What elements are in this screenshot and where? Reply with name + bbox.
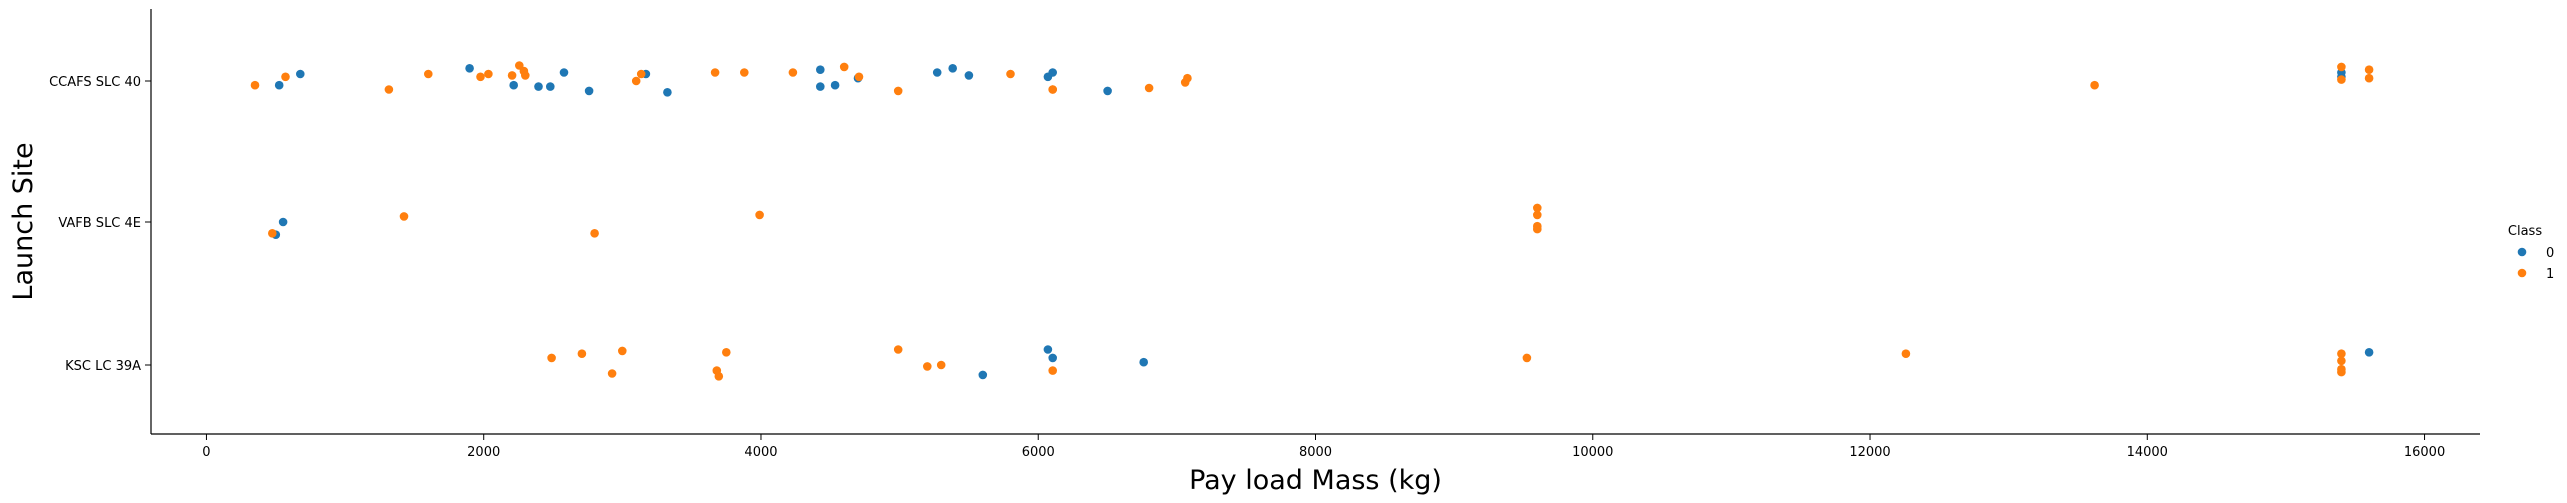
legend-title: Class bbox=[2508, 224, 2542, 239]
data-point-class-1 bbox=[893, 345, 903, 354]
data-point-class-0 bbox=[278, 217, 288, 227]
legend: Class 01 bbox=[2508, 224, 2554, 282]
data-point-class-0 bbox=[816, 82, 825, 91]
x-tick-label: 12000 bbox=[1849, 445, 1890, 460]
data-point-class-0 bbox=[816, 65, 825, 74]
data-point-class-1 bbox=[1901, 349, 1911, 359]
x-axis-ticks: 0 2000 4000 6000 8000 10000 12000 14000 16000 bbox=[202, 434, 2445, 460]
data-point-class-1 bbox=[507, 71, 517, 80]
data-point-class-1 bbox=[1533, 203, 1542, 213]
data-point-class-0 bbox=[584, 86, 594, 96]
data-point-class-0 bbox=[296, 69, 305, 79]
data-point-class-1 bbox=[2364, 65, 2374, 74]
data-point-class-1 bbox=[476, 72, 485, 82]
legend-entries: 01 bbox=[2517, 246, 2554, 282]
data-point-class-1 bbox=[2337, 62, 2346, 72]
data-point-class-1 bbox=[399, 212, 409, 221]
data-point-class-0 bbox=[663, 88, 672, 97]
data-point-class-0 bbox=[1139, 357, 1148, 367]
x-tick-label: 0 bbox=[202, 445, 210, 460]
data-point-class-1 bbox=[268, 229, 277, 238]
data-point-class-0 bbox=[534, 82, 543, 91]
y-axis-title: Launch Site bbox=[8, 142, 39, 300]
data-point-class-0 bbox=[1043, 345, 1053, 354]
data-point-class-1 bbox=[521, 71, 530, 80]
data-point-class-1 bbox=[1006, 69, 1015, 79]
data-point-class-1 bbox=[839, 62, 849, 72]
data-point-class-1 bbox=[577, 349, 587, 359]
data-point-class-1 bbox=[722, 348, 731, 357]
x-tick-label: 10000 bbox=[1572, 445, 1613, 460]
x-axis-title: Pay load Mass (kg) bbox=[1189, 465, 1442, 496]
data-point-class-1 bbox=[2090, 80, 2099, 90]
data-point-class-0 bbox=[830, 80, 840, 90]
data-point-class-1 bbox=[936, 360, 946, 370]
legend-marker bbox=[2517, 268, 2527, 278]
data-point-class-1 bbox=[740, 68, 749, 77]
data-point-class-0 bbox=[1048, 353, 1057, 363]
data-point-class-1 bbox=[2337, 349, 2346, 359]
y-tick-label: CCAFS SLC 40 bbox=[49, 75, 141, 90]
data-point-class-0 bbox=[1048, 68, 1057, 77]
axes bbox=[150, 9, 2480, 435]
data-point-class-1 bbox=[893, 86, 903, 96]
data-point-class-1 bbox=[1522, 353, 1532, 363]
y-tick-label: KSC LC 39A bbox=[65, 359, 141, 374]
data-point-class-1 bbox=[2337, 367, 2346, 377]
data-point-class-1 bbox=[636, 69, 646, 79]
plot-area bbox=[250, 61, 2374, 381]
data-point-class-1 bbox=[1144, 83, 1154, 93]
x-tick-label: 2000 bbox=[467, 445, 500, 460]
data-point-class-1 bbox=[607, 369, 617, 378]
data-point-class-1 bbox=[788, 68, 798, 77]
data-point-class-1 bbox=[1533, 210, 1542, 220]
data-point-class-0 bbox=[465, 64, 474, 73]
data-point-class-0 bbox=[948, 64, 957, 73]
data-point-class-1 bbox=[854, 72, 864, 82]
legend-label: 0 bbox=[2546, 246, 2554, 261]
data-point-class-1 bbox=[2337, 356, 2346, 366]
y-axis-ticks: CCAFS SLC 40 VAFB SLC 4E KSC LC 39A bbox=[49, 75, 151, 374]
legend-label: 1 bbox=[2546, 267, 2554, 282]
data-point-class-0 bbox=[274, 80, 284, 90]
data-point-class-1 bbox=[2337, 75, 2346, 84]
data-point-class-1 bbox=[755, 210, 764, 220]
x-tick-label: 14000 bbox=[2127, 445, 2168, 460]
data-point-class-0 bbox=[978, 370, 988, 380]
data-point-class-1 bbox=[1533, 224, 1542, 234]
data-point-class-1 bbox=[1183, 73, 1192, 83]
data-point-class-1 bbox=[424, 69, 433, 79]
data-point-class-0 bbox=[932, 68, 942, 77]
data-point-class-0 bbox=[1103, 86, 1112, 96]
data-point-class-1 bbox=[384, 85, 394, 94]
data-point-class-1 bbox=[923, 362, 932, 371]
data-point-class-1 bbox=[281, 72, 290, 82]
data-point-class-0 bbox=[559, 68, 569, 77]
data-point-class-1 bbox=[2364, 73, 2374, 83]
data-point-class-1 bbox=[710, 68, 720, 77]
x-tick-label: 16000 bbox=[2404, 445, 2445, 460]
data-point-class-1 bbox=[618, 346, 627, 356]
data-point-class-1 bbox=[250, 80, 260, 90]
data-point-class-1 bbox=[484, 69, 493, 79]
data-point-class-1 bbox=[631, 76, 641, 86]
data-point-class-1 bbox=[1048, 85, 1057, 94]
legend-marker bbox=[2517, 247, 2527, 257]
data-point-class-1 bbox=[590, 229, 599, 238]
x-tick-label: 4000 bbox=[744, 445, 777, 460]
y-tick-label: VAFB SLC 4E bbox=[58, 216, 141, 231]
data-point-class-0 bbox=[546, 82, 555, 91]
data-point-class-1 bbox=[547, 353, 556, 363]
data-point-class-0 bbox=[964, 71, 974, 80]
x-tick-label: 6000 bbox=[1022, 445, 1055, 460]
data-point-class-1 bbox=[714, 372, 724, 381]
data-point-class-1 bbox=[1048, 366, 1057, 375]
x-tick-label: 8000 bbox=[1299, 445, 1332, 460]
data-point-class-0 bbox=[2364, 348, 2374, 357]
data-point-class-0 bbox=[509, 80, 518, 90]
